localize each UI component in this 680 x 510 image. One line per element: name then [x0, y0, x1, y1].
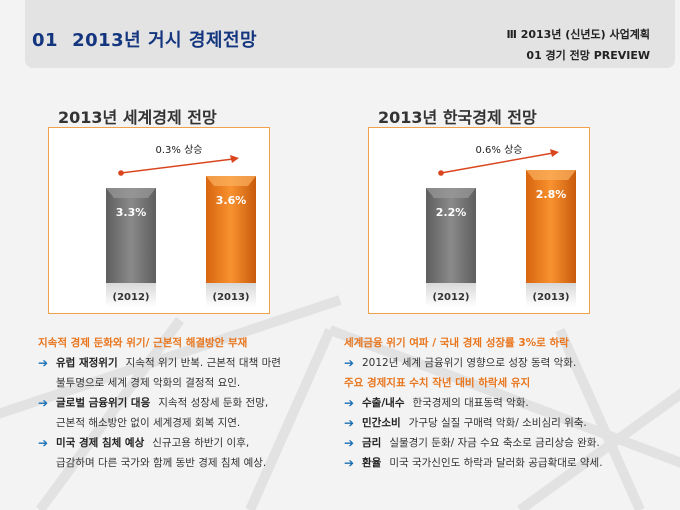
item-label: 유럽 재정위기: [56, 357, 118, 369]
bar-reflection: [526, 283, 576, 307]
page-title: 01 2013년 거시 경제전망: [32, 26, 257, 52]
arrow-start-dot: [118, 170, 124, 176]
category-label: (2013): [213, 292, 250, 303]
bar-2013: [206, 176, 256, 283]
arrow-right-icon: ➔: [38, 396, 49, 410]
world-chart: 3.3% (2012) 3.6% (2013) 0.3% 상승: [106, 144, 256, 307]
category-label: (2012): [433, 292, 470, 303]
bar-bevel: [206, 176, 256, 186]
arrow-right-icon: ➔: [344, 436, 355, 450]
value-label: 3.3%: [116, 206, 147, 219]
world-heading: 지속적 경제 둔화와 위기/ 근본적 해결방안 부재: [38, 337, 248, 349]
category-label: (2012): [113, 292, 150, 303]
growth-arrow: [440, 152, 554, 174]
item-label: 민간소비: [362, 417, 401, 429]
bar-bevel: [106, 188, 156, 198]
arrow-head-icon: [550, 149, 559, 157]
list-item: ➔ 글로벌 금융위기 대응 지속적 성장세 둔화 전망,: [38, 393, 281, 413]
value-label: 3.6%: [216, 194, 247, 207]
korea-outlook-notes: 세계금융 위기 여파 / 국내 경제 성장률 3%로 하락 ➔ 2012년 세계…: [344, 333, 603, 473]
bar-2012: [426, 188, 476, 283]
korea-heading-2: 주요 경제지표 수치 작년 대비 하락세 유지: [344, 377, 531, 389]
item-label: 수출/내수: [362, 397, 405, 409]
item-text: 2012년 세계 금융위기 영향으로 성장 동력 악화.: [362, 357, 577, 369]
item-label: 글로벌 금융위기 대응: [56, 397, 151, 409]
item-text: 미국 국가신인도 하락과 달러화 공급확대로 약세.: [389, 457, 603, 469]
world-chart-title: 2013년 세계경제 전망: [58, 108, 217, 127]
list-item: ➔ 유럽 재정위기 지속적 위기 반복. 근본적 대책 마련: [38, 353, 281, 373]
breadcrumb-section: 01 경기 전망 PREVIEW: [526, 49, 650, 62]
category-label: (2013): [533, 292, 570, 303]
value-label: 2.2%: [436, 206, 467, 219]
breadcrumb-chapter: Ⅲ 2013년 (신년도) 사업계획: [506, 28, 650, 41]
item-text: 지속적 위기 반복. 근본적 대책 마련: [125, 357, 281, 369]
list-item: ➔ 금리 실물경기 둔화/ 자금 수요 축소로 금리상승 완화.: [344, 433, 603, 453]
value-label: 2.8%: [536, 188, 567, 201]
arrow-right-icon: ➔: [344, 396, 355, 410]
arrow-right-icon: ➔: [344, 356, 355, 370]
item-label: 금리: [362, 437, 382, 449]
item-text: 한국경제의 대표동력 악화.: [412, 397, 529, 409]
item-text: 지속적 성장세 둔화 전망,: [158, 397, 269, 409]
title-text: 2013년 거시 경제전망: [72, 30, 258, 51]
list-item: ➔ 민간소비 가구당 실질 구매력 악화/ 소비심리 위축.: [344, 413, 603, 433]
item-label: 환율: [362, 457, 382, 469]
item-continuation: 불투명으로 세계 경제 악화의 결정적 요인.: [56, 377, 241, 389]
bar-2012: [106, 188, 156, 283]
world-outlook-notes: 지속적 경제 둔화와 위기/ 근본적 해결방안 부재 ➔ 유럽 재정위기 지속적…: [38, 333, 281, 473]
world-chart-box: 3.3% (2012) 3.6% (2013) 0.3% 상승: [48, 127, 270, 314]
item-continuation: 근본적 해소방안 없이 세계경제 회복 지연.: [56, 417, 241, 429]
breadcrumb: Ⅲ 2013년 (신년도) 사업계획 01 경기 전망 PREVIEW: [506, 24, 650, 66]
bar-reflection: [106, 283, 156, 307]
bar-bevel: [426, 188, 476, 198]
bar-reflection: [426, 283, 476, 307]
bar-reflection: [206, 283, 256, 307]
header-bar: [25, 0, 675, 68]
section-number: 01: [32, 30, 59, 51]
list-item: ➔ 미국 경제 침체 예상 신규고용 하반기 이후,: [38, 433, 281, 453]
bar-2013: [526, 170, 576, 283]
growth-annotation: 0.6% 상승: [476, 144, 523, 156]
item-text: 실물경기 둔화/ 자금 수요 축소로 금리상승 완화.: [389, 437, 600, 449]
item-continuation: 급감하며 다른 국가와 함께 동반 경제 침체 예상.: [56, 457, 267, 469]
list-item: ➔ 환율 미국 국가신인도 하락과 달러화 공급확대로 약세.: [344, 453, 603, 473]
korea-chart-title: 2013년 한국경제 전망: [378, 108, 537, 127]
korea-chart-box: 2.2% (2012) 2.8% (2013) 0.6% 상승: [368, 127, 590, 314]
korea-heading-1: 세계금융 위기 여파 / 국내 경제 성장률 3%로 하락: [344, 337, 569, 349]
arrow-right-icon: ➔: [344, 456, 355, 470]
item-text: 신규고용 하반기 이후,: [152, 437, 250, 449]
arrow-right-icon: ➔: [38, 436, 49, 450]
arrow-right-icon: ➔: [344, 416, 355, 430]
growth-annotation: 0.3% 상승: [156, 144, 203, 156]
list-item: ➔ 2012년 세계 금융위기 영향으로 성장 동력 악화.: [344, 353, 603, 373]
item-text: 가구당 실질 구매력 악화/ 소비심리 위축.: [408, 417, 587, 429]
bar-bevel: [526, 170, 576, 180]
item-label: 미국 경제 침체 예상: [56, 437, 145, 449]
arrow-head-icon: [230, 155, 239, 163]
growth-arrow: [120, 158, 234, 174]
list-item: ➔ 수출/내수 한국경제의 대표동력 악화.: [344, 393, 603, 413]
korea-chart: 2.2% (2012) 2.8% (2013) 0.6% 상승: [426, 144, 576, 307]
arrow-start-dot: [438, 170, 444, 176]
arrow-right-icon: ➔: [38, 356, 49, 370]
